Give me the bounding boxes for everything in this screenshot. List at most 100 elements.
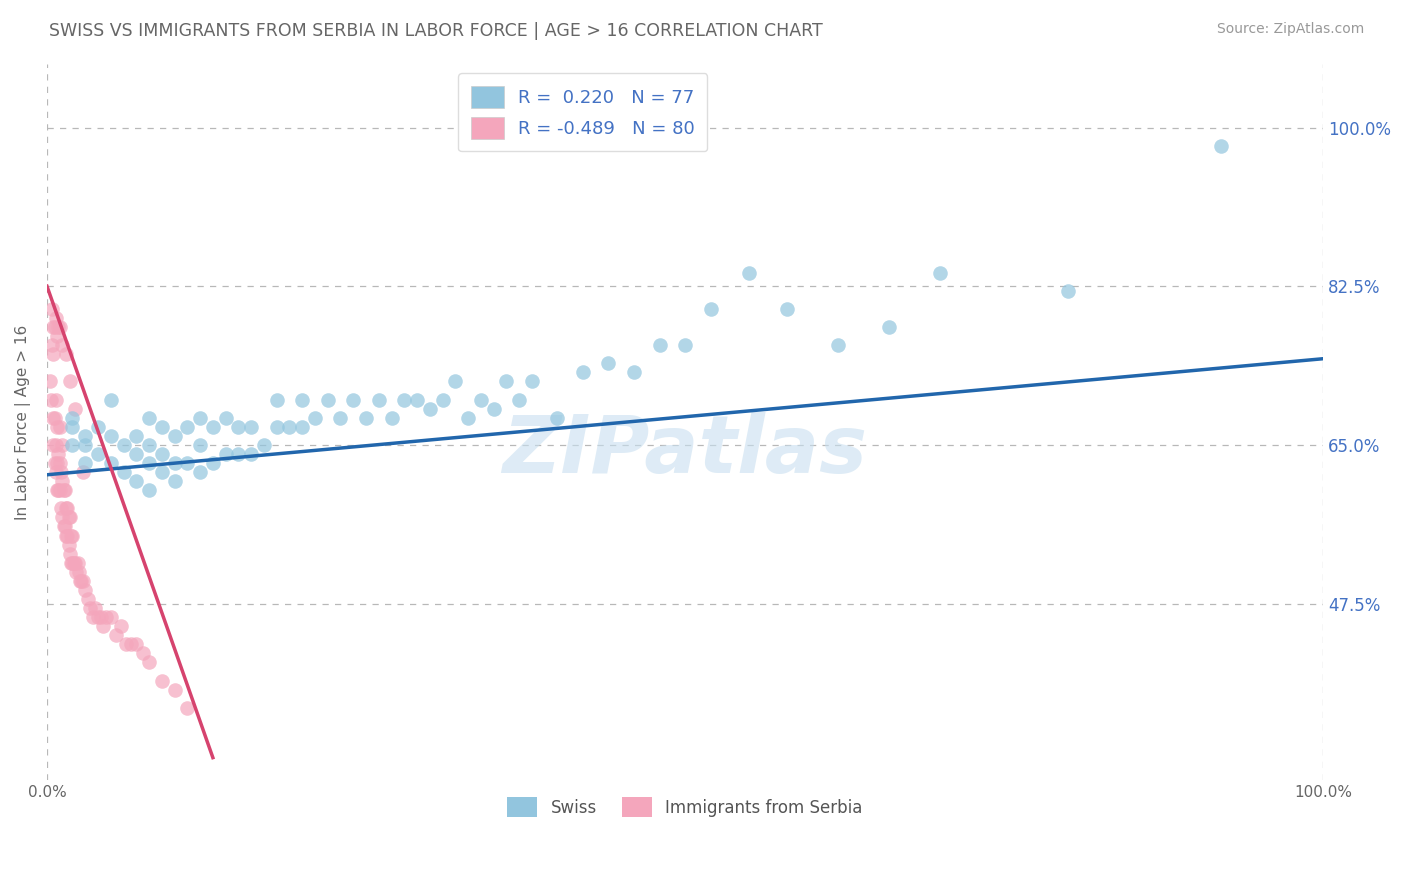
Point [42, 438, 65, 452]
Point [316, 392, 339, 407]
Point [100, 429, 122, 443]
Point [91, 619, 114, 633]
Point [598, 356, 620, 370]
Point [623, 365, 645, 379]
Point [55, 347, 77, 361]
Point [150, 465, 173, 479]
Point [62, 410, 84, 425]
Point [738, 266, 761, 280]
Point [240, 419, 263, 434]
Point [291, 392, 314, 407]
Point [176, 419, 198, 434]
Point [46, 456, 69, 470]
Point [44, 320, 66, 334]
Point [45, 310, 67, 325]
Point [125, 447, 148, 461]
Point [48, 483, 70, 498]
Point [44, 410, 66, 425]
Point [41, 338, 63, 352]
Point [53, 483, 76, 498]
Point [82, 610, 104, 624]
Point [48, 456, 70, 470]
Point [49, 501, 72, 516]
Point [380, 410, 402, 425]
Point [138, 656, 160, 670]
Point [776, 301, 799, 316]
Point [100, 456, 122, 470]
Point [253, 438, 276, 452]
Point [62, 556, 84, 570]
Point [60, 556, 83, 570]
Point [59, 510, 82, 524]
Point [240, 447, 263, 461]
Point [291, 419, 314, 434]
Point [62, 419, 84, 434]
Point [648, 338, 671, 352]
Point [48, 483, 70, 498]
Point [48, 419, 70, 434]
Point [520, 375, 543, 389]
Point [138, 456, 160, 470]
Point [1209, 138, 1232, 153]
Point [131, 646, 153, 660]
Point [58, 510, 80, 524]
Point [163, 474, 186, 488]
Point [59, 375, 82, 389]
Point [110, 619, 132, 633]
Text: SWISS VS IMMIGRANTS FROM SERBIA IN LABOR FORCE | AGE > 16 CORRELATION CHART: SWISS VS IMMIGRANTS FROM SERBIA IN LABOR… [49, 22, 823, 40]
Point [188, 465, 211, 479]
Text: ZIPatlas: ZIPatlas [502, 412, 868, 490]
Point [39, 392, 62, 407]
Point [394, 392, 416, 407]
Point [138, 438, 160, 452]
Point [56, 528, 79, 542]
Point [228, 419, 250, 434]
Point [45, 438, 67, 452]
Point [69, 574, 91, 588]
Point [46, 419, 69, 434]
Point [72, 465, 94, 479]
Text: Source: ZipAtlas.com: Source: ZipAtlas.com [1216, 22, 1364, 37]
Point [120, 637, 142, 651]
Point [72, 574, 94, 588]
Point [201, 456, 224, 470]
Point [90, 610, 112, 624]
Point [150, 673, 173, 688]
Point [75, 438, 97, 452]
Point [125, 637, 148, 651]
Point [67, 565, 90, 579]
Point [495, 375, 517, 389]
Point [70, 574, 93, 588]
Point [201, 419, 224, 434]
Point [138, 483, 160, 498]
Point [112, 438, 135, 452]
Point [63, 401, 86, 416]
Point [100, 392, 122, 407]
Point [150, 447, 173, 461]
Legend: Swiss, Immigrants from Serbia: Swiss, Immigrants from Serbia [499, 789, 872, 826]
Point [56, 501, 79, 516]
Point [44, 456, 66, 470]
Point [58, 538, 80, 552]
Point [100, 610, 122, 624]
Point [214, 447, 236, 461]
Point [444, 375, 467, 389]
Point [79, 601, 101, 615]
Point [104, 628, 127, 642]
Point [94, 610, 117, 624]
Point [546, 410, 568, 425]
Point [176, 700, 198, 714]
Point [432, 392, 454, 407]
Point [457, 410, 479, 425]
Point [51, 438, 73, 452]
Point [63, 556, 86, 570]
Point [59, 547, 82, 561]
Point [329, 410, 352, 425]
Point [84, 601, 107, 615]
Point [278, 419, 301, 434]
Point [163, 682, 186, 697]
Point [45, 465, 67, 479]
Point [163, 456, 186, 470]
Point [62, 556, 84, 570]
Point [52, 519, 75, 533]
